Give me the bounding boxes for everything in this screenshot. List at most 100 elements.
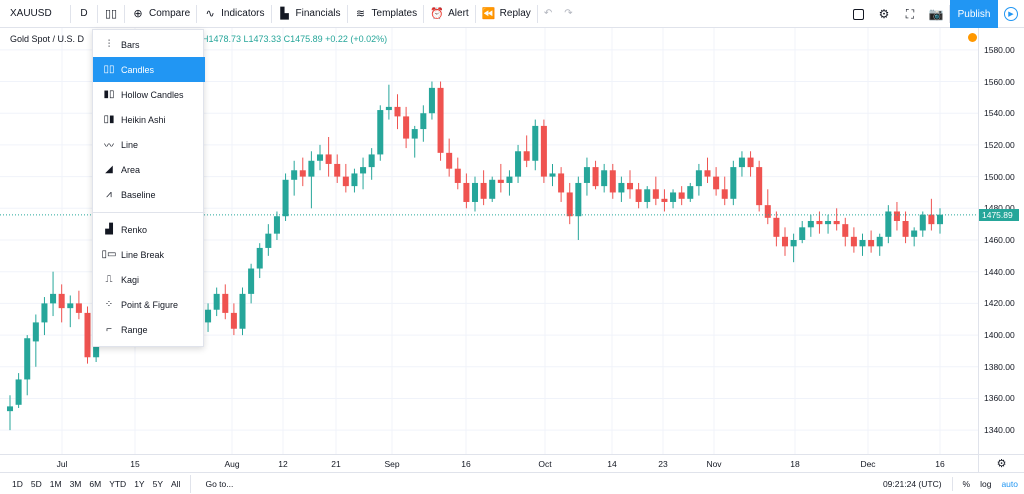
chart-settings-button[interactable]: ⚙ [978, 454, 1024, 472]
undo-button[interactable]: ↶ [538, 0, 558, 28]
candle-body [532, 125, 539, 161]
replay-button[interactable]: ⏪ Replay [476, 0, 537, 28]
candle-body [687, 186, 694, 199]
range-button-6m[interactable]: 6M [89, 478, 102, 489]
menu-item-label: Candles [121, 64, 155, 75]
warning-dot-icon[interactable] [968, 33, 977, 42]
streams-button[interactable]: ▶ [998, 7, 1024, 21]
candle-body [592, 167, 599, 187]
candle-body [601, 170, 608, 187]
percent-toggle[interactable]: % [962, 479, 971, 489]
candle-body [282, 179, 289, 217]
goto-button[interactable]: Go to... [205, 478, 234, 489]
price-tick-label: 1560.00 [984, 76, 1015, 87]
clock-label[interactable]: 09:21:24 (UTC) [882, 479, 942, 489]
candle-body [222, 293, 229, 313]
indicators-button[interactable]: ∿ Indicators [197, 0, 270, 28]
time-tick-label: Oct [538, 459, 552, 469]
candle-body [248, 268, 255, 294]
candle-body [325, 154, 332, 164]
candle-body [919, 214, 926, 231]
candle-body [523, 151, 530, 161]
indicators-icon: ∿ [205, 8, 215, 20]
indicators-label: Indicators [221, 8, 265, 19]
baseline-icon: ⩘ [106, 189, 112, 200]
menu-item-area[interactable]: ◢ Area [93, 157, 205, 182]
price-tick-label: 1460.00 [984, 235, 1015, 245]
top-toolbar: XAUUSD D ▯▯ ⊕ Compare ∿ Indicators ▙ Financ… [0, 0, 1024, 28]
redo-button[interactable]: ↷ [558, 0, 578, 28]
menu-item-heikin-ashi[interactable]: ▯▮ Heikin Ashi [93, 107, 205, 132]
candle-body [885, 211, 892, 237]
menu-item-point-figure[interactable]: ⁘ Point & Figure [93, 292, 205, 317]
last-price-label: 1475.89 [979, 208, 1019, 221]
candle-body [368, 154, 375, 168]
candle-body [626, 182, 634, 190]
menu-item-bars[interactable]: ⫶ Bars [93, 32, 205, 57]
financials-button[interactable]: ▙ Financials [272, 0, 347, 28]
range-button-all[interactable]: All [171, 478, 181, 489]
compare-label: Compare [149, 8, 191, 19]
menu-item-kagi[interactable]: ⎍ Kagi [93, 267, 205, 292]
candle-body [15, 379, 22, 405]
candle-body [480, 182, 487, 199]
range-button-3m[interactable]: 3M [69, 478, 82, 489]
compare-button[interactable]: ⊕ Compare [125, 0, 196, 28]
candle-body [730, 167, 737, 199]
alert-button[interactable]: ⏰ Alert [424, 0, 475, 28]
candle-body [351, 173, 358, 187]
candle-body [644, 189, 651, 202]
candle-body [273, 216, 280, 234]
symbol-search[interactable]: XAUUSD [10, 8, 52, 19]
gear-icon: ⚙ [878, 7, 890, 21]
snapshot-button[interactable]: 📷 [923, 0, 949, 28]
range-button-1y[interactable]: 1Y [134, 478, 145, 489]
fullscreen-icon: ⛶ [905, 6, 915, 21]
candle-body [868, 240, 875, 247]
price-tick-label: 1340.00 [984, 425, 1015, 436]
range-icon: ⌐ [106, 324, 112, 335]
redo-icon: ↷ [564, 8, 573, 19]
menu-item-renko[interactable]: ▟ Renko [93, 217, 205, 242]
menu-item-label: Hollow Candles [121, 89, 184, 100]
layout-button[interactable] [845, 0, 871, 28]
menu-item-candles[interactable]: ▯▯ Candles [93, 57, 205, 82]
financials-label: Financials [295, 8, 341, 19]
candle-body [773, 217, 780, 237]
candle-body [549, 173, 556, 177]
time-axis[interactable]: Jul 15 Aug 12 21 Sep 16 Oct 14 23 Nov 18 Dec 16 [0, 454, 978, 472]
candle-body [652, 189, 659, 199]
time-tick-label: Dec [860, 459, 876, 469]
menu-item-hollow-candles[interactable]: ▮▯ Hollow Candles [93, 82, 205, 107]
divider [270, 4, 272, 23]
candle-body [446, 152, 453, 169]
publish-button[interactable]: Publish [950, 0, 998, 28]
range-button-1d[interactable]: 1D [12, 478, 23, 489]
menu-item-label: Baseline [121, 189, 156, 200]
price-tick-label: 1580.00 [984, 44, 1015, 55]
chart-type-button[interactable]: ▯▯ [98, 0, 124, 28]
settings-button[interactable]: ⚙ [871, 0, 897, 28]
menu-item-baseline[interactable]: ⩘ Baseline [93, 182, 205, 207]
time-tick-label: Nov [706, 459, 722, 469]
auto-toggle[interactable]: auto [1001, 479, 1018, 489]
menu-item-range[interactable]: ⌐ Range [93, 317, 205, 342]
range-button-5d[interactable]: 5D [30, 478, 42, 489]
range-button-ytd[interactable]: YTD [109, 478, 127, 489]
interval-button[interactable]: D [80, 8, 88, 19]
range-button-1m[interactable]: 1M [49, 478, 62, 489]
price-scale[interactable]: 1580.00 1560.00 1540.00 1520.00 1500.00 1480.… [978, 28, 1024, 454]
log-toggle[interactable]: log [980, 479, 992, 489]
fullscreen-button[interactable]: ⛶ [897, 0, 923, 28]
time-tick-label: Aug [224, 459, 240, 469]
time-tick-label: Jul [56, 459, 68, 469]
candle-body [911, 230, 918, 237]
menu-item-line[interactable]: 〰 Line [93, 132, 205, 157]
candle-body [489, 179, 496, 199]
renko-icon: ▟ [105, 224, 113, 235]
candle-body [377, 110, 384, 155]
templates-button[interactable]: ≋ Templates [348, 0, 424, 28]
range-button-5y[interactable]: 5Y [152, 478, 163, 489]
menu-item-line-break[interactable]: ▯▭ Line Break [93, 242, 205, 267]
time-tick-label: 12 [278, 459, 288, 469]
